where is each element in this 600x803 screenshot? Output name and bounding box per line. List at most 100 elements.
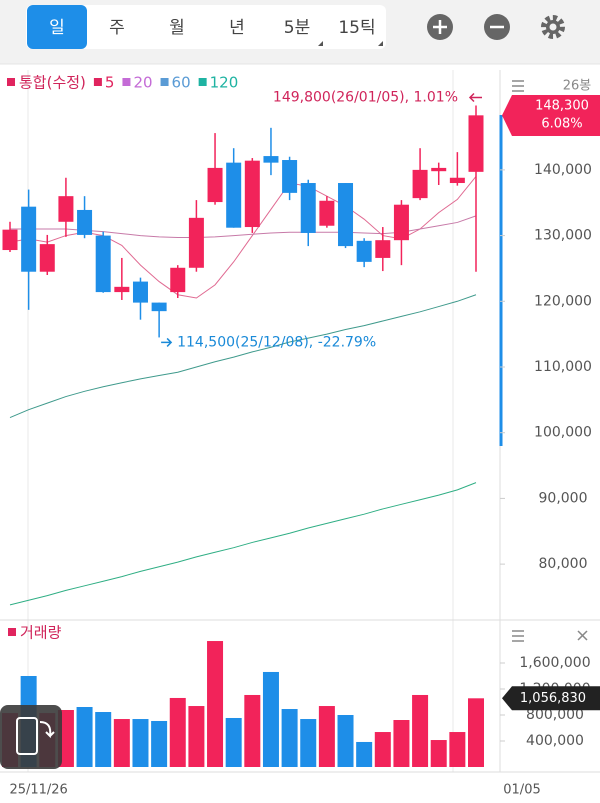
menu-icon[interactable]	[512, 80, 524, 92]
volume-bar	[244, 694, 261, 767]
floating-button[interactable]	[0, 705, 62, 769]
candle-body	[21, 206, 37, 272]
candle-body	[282, 160, 298, 193]
candle-body	[356, 240, 372, 262]
current-volume-box	[502, 686, 600, 711]
zoom-in[interactable]	[427, 14, 453, 40]
volume-bar	[262, 671, 279, 767]
volume-bar	[393, 720, 410, 767]
y-tick-label: 400,000	[526, 733, 584, 749]
tab[interactable]: 월	[169, 18, 185, 38]
ma-line	[9, 294, 477, 419]
tab-selected	[27, 5, 87, 49]
volume-bar	[374, 732, 391, 767]
candle-body	[300, 183, 316, 233]
candle-body	[393, 204, 409, 241]
bar-count: 26봉	[563, 79, 592, 94]
legend-title: 통합(수정)	[19, 74, 86, 92]
y-tick-label: 80,000	[539, 556, 588, 572]
legend-swatch	[93, 78, 102, 86]
y-tick-label: 90,000	[539, 490, 588, 506]
volume-bar	[151, 720, 168, 767]
candle-body	[263, 156, 279, 163]
candle-body	[375, 240, 391, 258]
volume-bar	[337, 715, 354, 767]
ma-line	[9, 482, 477, 606]
y-tick-label: 140,000	[534, 162, 592, 178]
volume-bar	[318, 706, 335, 767]
candle-body	[449, 177, 465, 184]
x-tick-label: 25/11/26	[9, 783, 67, 798]
floating-button-icon	[16, 717, 38, 755]
menu-icon[interactable]	[512, 630, 524, 642]
zoom-out[interactable]	[484, 14, 510, 40]
candle-body	[226, 162, 242, 228]
annotation: 114,500(25/12/08), -22.79%	[177, 334, 376, 350]
volume-bar	[281, 709, 298, 767]
candle-body	[95, 235, 111, 293]
tab-dropdown-mark	[318, 41, 323, 46]
legend-swatch	[160, 78, 169, 86]
tab[interactable]: 년	[229, 18, 245, 38]
candle-body	[114, 286, 130, 293]
y-tick-label: 130,000	[534, 228, 592, 244]
volume-bar	[188, 706, 205, 767]
floating-button-arrow	[39, 721, 55, 739]
legend-item: 5	[105, 74, 115, 92]
current-change: 6.08%	[541, 117, 582, 132]
candle-body	[39, 244, 55, 272]
candle-body	[431, 167, 447, 172]
annotation: 149,800(26/01/05), 1.01%	[273, 89, 458, 105]
y-tick-label: 800,000	[526, 707, 584, 723]
candle-body	[338, 183, 354, 247]
volume-title: 거래량	[20, 624, 62, 642]
candle-body	[412, 169, 428, 199]
settings[interactable]	[541, 15, 565, 39]
legend-item: 120	[210, 74, 239, 92]
volume-bar	[356, 741, 373, 767]
legend-swatch	[198, 78, 207, 86]
candle-body	[244, 160, 260, 228]
volume-bar	[468, 698, 484, 767]
x-tick-label: 01/05	[503, 783, 540, 798]
current-price-box	[502, 95, 600, 136]
current-price: 148,300	[535, 99, 589, 114]
legend-item: 60	[172, 74, 191, 92]
y-tick-label: 110,000	[534, 359, 592, 375]
annotation-arrow	[468, 92, 482, 103]
candle-body	[188, 217, 204, 268]
tab-dropdown-mark	[378, 41, 383, 46]
candle-body	[2, 229, 18, 251]
legend-swatch	[8, 628, 16, 636]
candle-body	[468, 115, 484, 172]
candle-body	[132, 281, 148, 303]
legend-swatch	[7, 78, 15, 86]
volume-bar	[207, 641, 224, 767]
volume-bar	[169, 697, 186, 767]
tab[interactable]: 일	[49, 18, 65, 38]
current-volume: 1,056,830	[520, 691, 586, 706]
y-tick-label: 1,600,000	[519, 655, 590, 671]
candle-body	[207, 167, 223, 203]
tab[interactable]: 주	[109, 18, 125, 38]
tab[interactable]: 5분	[284, 18, 310, 38]
close-icon[interactable]	[577, 630, 588, 641]
candle-body	[319, 200, 335, 226]
candle-body	[170, 267, 186, 293]
legend-swatch	[122, 78, 131, 86]
volume-bar	[225, 717, 242, 767]
volume-bar	[300, 719, 317, 767]
volume-bar	[430, 740, 447, 767]
volume-bar	[95, 712, 112, 767]
volume-bar	[76, 707, 93, 767]
y-tick-label: 100,000	[534, 425, 592, 441]
tab[interactable]: 15틱	[338, 18, 375, 38]
y-tick-label: 120,000	[534, 293, 592, 309]
candle-body	[58, 196, 74, 222]
volume-bar	[412, 694, 429, 767]
volume-bar	[132, 719, 149, 767]
volume-bar	[449, 732, 466, 767]
floating-button-bg	[0, 705, 62, 769]
candle-body	[77, 209, 93, 235]
legend-item: 20	[133, 74, 152, 92]
